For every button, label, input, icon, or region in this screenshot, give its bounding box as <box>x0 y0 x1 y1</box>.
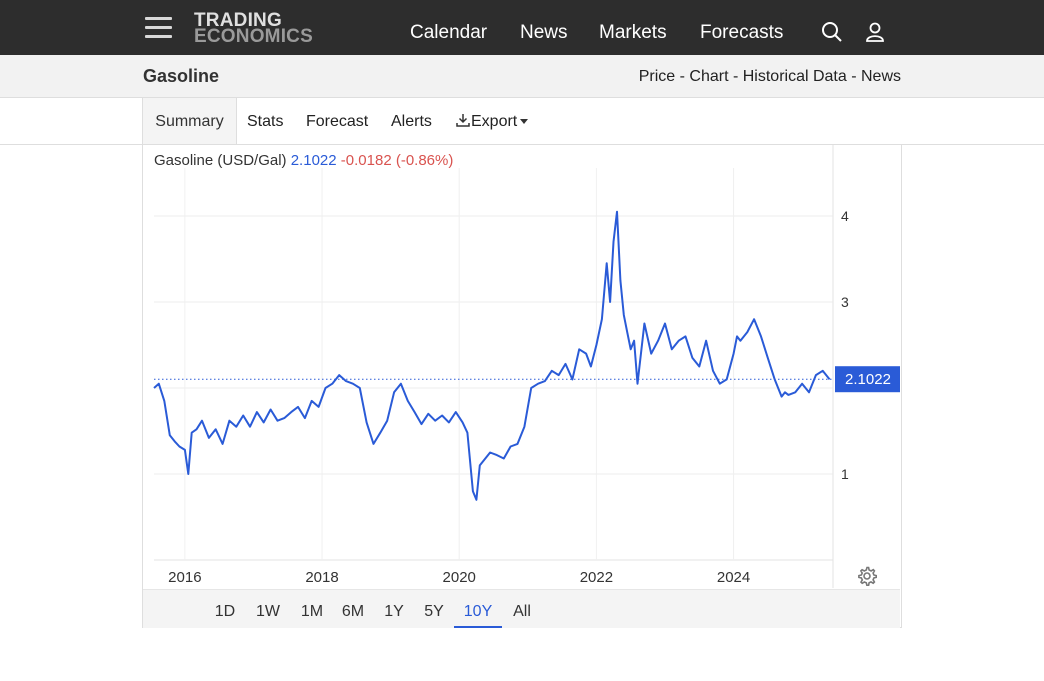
logo-line2: ECONOMICS <box>194 26 313 47</box>
separator: - <box>728 68 743 85</box>
separator: - <box>675 68 690 85</box>
chart-legend: Gasoline (USD/Gal) 2.1022 -0.0182 (-0.86… <box>154 152 453 169</box>
range-5y[interactable]: 5Y <box>424 603 444 620</box>
range-1d[interactable]: 1D <box>214 603 236 620</box>
link-chart[interactable]: Chart <box>689 68 729 85</box>
menu-icon[interactable] <box>145 17 172 39</box>
x-tick-label: 2024 <box>717 569 750 586</box>
price-change-pct: (-0.86%) <box>395 152 454 169</box>
range-1y[interactable]: 1Y <box>384 603 404 620</box>
tab-stats[interactable]: Stats <box>247 113 284 130</box>
nav-forecasts[interactable]: Forecasts <box>700 22 784 43</box>
nav-calendar[interactable]: Calendar <box>410 22 488 43</box>
range-6m[interactable]: 6M <box>341 603 365 620</box>
subheader-links: Price - Chart - Historical Data - News <box>639 68 901 86</box>
subheader: Gasoline Price - Chart - Historical Data… <box>0 55 1044 98</box>
current-value-label: 2.1022 <box>845 371 891 388</box>
price-chart[interactable]: 1 3 4 2016 2018 2020 2022 2024 2.1022 <box>142 145 900 590</box>
separator: - <box>846 68 861 85</box>
user-icon[interactable] <box>864 21 886 43</box>
page-title: Gasoline <box>143 66 220 86</box>
tab-alerts[interactable]: Alerts <box>391 113 432 130</box>
instrument-name: Gasoline (USD/Gal) <box>154 152 287 169</box>
tab-bar: Summary Stats Forecast Alerts Export <box>0 98 1044 145</box>
range-10y[interactable]: 10Y <box>454 590 502 628</box>
nav-markets[interactable]: Markets <box>599 22 667 43</box>
range-all[interactable]: All <box>513 603 531 620</box>
logo[interactable]: TRADING ECONOMICS <box>194 10 313 47</box>
series-line <box>153 210 831 501</box>
search-icon[interactable] <box>821 21 843 43</box>
tab-summary[interactable]: Summary <box>142 98 237 144</box>
x-tick-label: 2022 <box>580 569 613 586</box>
top-navbar: TRADING ECONOMICS Calendar News Markets … <box>0 0 1044 55</box>
range-selector: 1D 1W 1M 6M 1Y 5Y 10Y All <box>143 589 900 628</box>
export-label: Export <box>471 113 518 130</box>
x-tick-label: 2016 <box>168 569 201 586</box>
download-icon <box>456 114 470 127</box>
x-tick-label: 2020 <box>443 569 476 586</box>
link-historical-data[interactable]: Historical Data <box>742 68 847 85</box>
link-price[interactable]: Price <box>638 68 676 85</box>
x-tick-label: 2018 <box>305 569 338 586</box>
range-1m[interactable]: 1M <box>300 603 324 620</box>
link-news[interactable]: News <box>860 68 901 85</box>
logo-line1: TRADING <box>194 10 282 31</box>
range-1w[interactable]: 1W <box>256 603 280 620</box>
gear-icon[interactable] <box>857 566 877 586</box>
current-value-badge <box>835 366 900 393</box>
nav-news[interactable]: News <box>520 22 568 43</box>
price-change: -0.0182 <box>340 152 392 169</box>
chevron-down-icon <box>520 119 529 125</box>
tab-export[interactable]: Export <box>455 98 529 144</box>
y-tick-label: 3 <box>841 294 849 310</box>
current-price: 2.1022 <box>290 152 337 169</box>
tab-forecast[interactable]: Forecast <box>306 113 369 130</box>
y-tick-label: 1 <box>841 466 849 482</box>
y-tick-label: 4 <box>841 208 849 224</box>
